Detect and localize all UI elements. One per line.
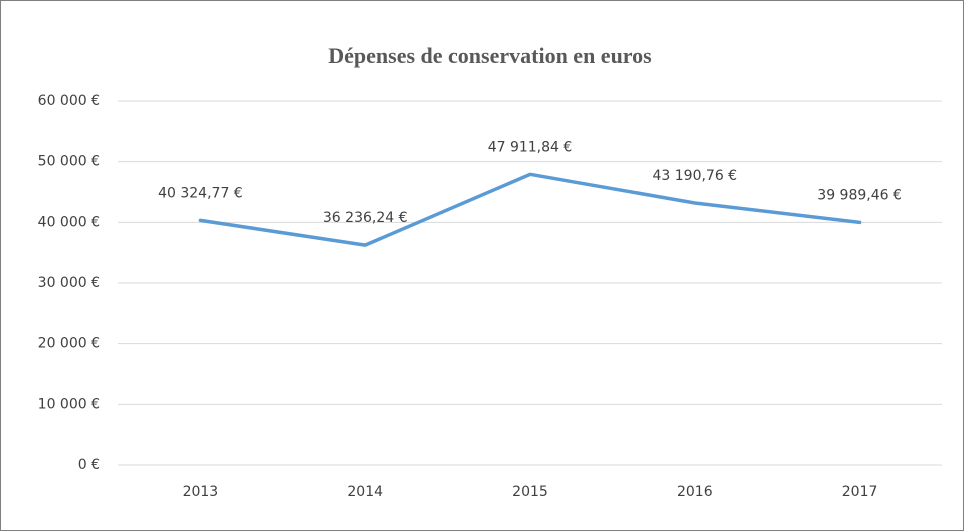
y-tick-label: 0 € [78, 457, 100, 473]
y-tick-label: 30 000 € [38, 275, 100, 291]
y-tick-label: 10 000 € [38, 396, 100, 412]
x-tick-label: 2017 [842, 484, 878, 500]
data-label: 43 190,76 € [652, 168, 737, 184]
data-label: 39 989,46 € [817, 187, 902, 203]
y-tick-label: 40 000 € [38, 214, 100, 230]
data-label: 36 236,24 € [323, 210, 408, 226]
data-line [198, 172, 862, 247]
x-tick-label: 2015 [512, 484, 548, 500]
x-tick-label: 2014 [347, 484, 383, 500]
data-label: 40 324,77 € [158, 185, 243, 201]
y-tick-label: 60 000 € [38, 93, 100, 109]
x-tick-label: 2016 [677, 484, 713, 500]
data-label: 47 911,84 € [488, 139, 573, 155]
y-tick-label: 50 000 € [38, 154, 100, 170]
x-tick-label: 2013 [183, 484, 219, 500]
chart-title: Dépenses de conservation en euros [328, 43, 652, 68]
y-tick-label: 20 000 € [38, 336, 100, 352]
